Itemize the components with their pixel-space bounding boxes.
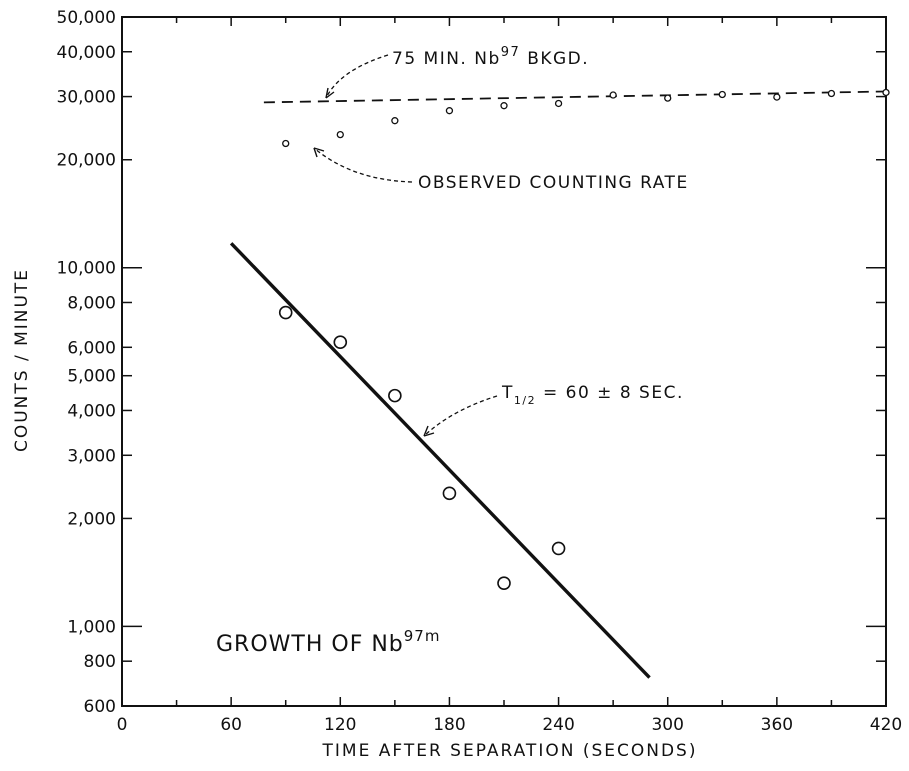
- y-tick-label: 3,000: [67, 446, 116, 466]
- y-axis-title: COUNTS / MINUTE: [12, 268, 32, 452]
- observed-data-point: [554, 99, 563, 108]
- background-fit-line: [263, 90, 887, 104]
- x-tick-label: 60: [220, 715, 242, 735]
- y-tick-label: 600: [84, 697, 116, 717]
- observed-data-point: [336, 130, 344, 139]
- x-tick-labels: 0 60 120 180 240 300 360 420: [117, 715, 903, 735]
- y-tick-labels: 600 800 1,000 2,000 3,000 4,000 5,000 6,000 8,00…: [57, 8, 116, 717]
- x-tick-label: 180: [433, 715, 465, 735]
- x-tick-label: 240: [542, 715, 574, 735]
- observed-data-point: [882, 88, 890, 97]
- observed-data-point: [445, 107, 454, 115]
- data-points: [278, 88, 890, 590]
- growth-data-point: [497, 576, 511, 590]
- bkgd-annotation-arrow: [325, 54, 389, 99]
- y-tick-label: 50,000: [57, 8, 116, 28]
- observed-annotation: OBSERVED COUNTING RATE: [418, 173, 689, 193]
- x-tick-label: 420: [870, 715, 902, 735]
- observed-arrow-head: [313, 147, 325, 158]
- y-tick-label: 800: [84, 652, 116, 672]
- growth-data-point: [442, 486, 457, 501]
- observed-data-point: [664, 94, 672, 102]
- half-life-annotation-arrow: [423, 395, 498, 437]
- observed-data-point: [609, 91, 617, 99]
- x-axis-title: TIME AFTER SEPARATION (SECONDS): [322, 741, 698, 761]
- y-tick-label: 2,000: [67, 509, 116, 529]
- x-tick-label: 120: [324, 715, 356, 735]
- bkgd-arrow-head: [325, 87, 335, 99]
- plot-frame: [121, 16, 887, 707]
- bkgd-annotation: 75 MIN. Nb97 BKGD.: [392, 45, 589, 69]
- y-tick-label: 8,000: [67, 293, 116, 313]
- observed-data-point: [282, 139, 290, 148]
- observed-annotation-arrow: [313, 147, 413, 183]
- plot-border: [121, 16, 887, 707]
- y-tick-label: 1,000: [67, 617, 116, 637]
- growth-data-point: [551, 541, 566, 556]
- observed-data-point: [391, 117, 399, 125]
- axis-ticks: [121, 16, 887, 707]
- observed-data-point: [827, 89, 836, 98]
- y-tick-label: 5,000: [67, 367, 116, 387]
- growth-data-point: [278, 305, 293, 320]
- y-tick-label: 30,000: [57, 88, 116, 108]
- growth-annotation: GROWTH OF Nb97m: [216, 627, 440, 657]
- half-life-annotation: T1/2 = 60 ± 8 SEC.: [501, 383, 684, 407]
- observed-data-point: [500, 102, 508, 110]
- growth-data-point: [388, 388, 402, 403]
- half-life-fit-line: [229, 242, 651, 679]
- x-tick-label: 300: [651, 715, 683, 735]
- half-life-arrow-head: [423, 425, 435, 437]
- x-tick-label: 360: [761, 715, 793, 735]
- y-tick-label: 20,000: [57, 151, 116, 171]
- y-tick-label: 10,000: [57, 259, 116, 279]
- growth-data-point: [333, 335, 348, 349]
- x-tick-label: 0: [117, 715, 128, 735]
- observed-data-point: [718, 90, 726, 99]
- y-tick-label: 4,000: [67, 401, 116, 421]
- fit-lines: [229, 90, 887, 679]
- y-tick-label: 6,000: [67, 338, 116, 358]
- observed-data-point: [773, 93, 781, 101]
- y-tick-label: 40,000: [57, 43, 116, 63]
